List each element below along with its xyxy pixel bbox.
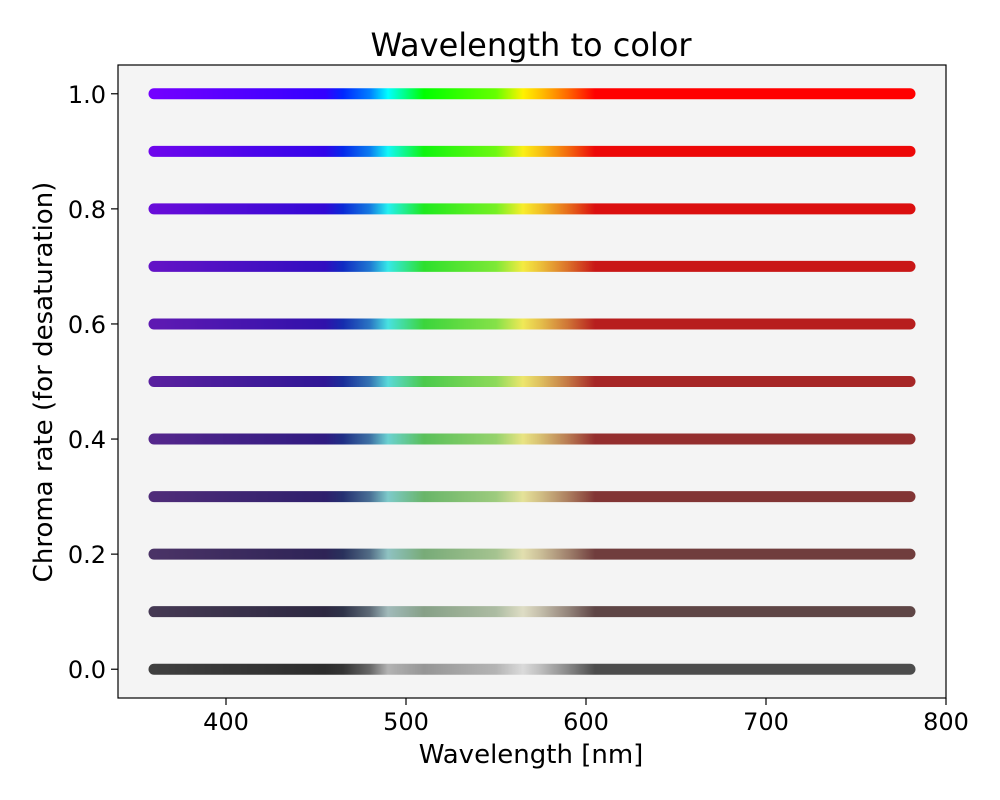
color-bands xyxy=(148,88,916,675)
x-tick-label-1: 500 xyxy=(383,708,429,736)
axes-frame xyxy=(117,64,947,699)
x-tick-label-4: 800 xyxy=(923,708,969,736)
y-tick-label-0: 0.0 xyxy=(68,656,106,684)
y-tick-label-1: 0.2 xyxy=(68,541,106,569)
x-axis-label: Wavelength [nm] xyxy=(419,740,644,770)
y-tick-label-2: 0.4 xyxy=(68,426,106,454)
y-tick-label-4: 0.8 xyxy=(68,196,106,224)
x-tick-label-0: 400 xyxy=(203,708,249,736)
y-axis-label: Chroma rate (for desaturation) xyxy=(29,182,59,583)
x-tick-label-2: 600 xyxy=(563,708,609,736)
plot-border xyxy=(117,64,947,699)
x-tick-label-3: 700 xyxy=(743,708,789,736)
x-axis-ticks: 400 500 600 700 800 xyxy=(203,698,969,736)
y-tick-label-3: 0.6 xyxy=(68,311,106,339)
chart-title: Wavelength to color xyxy=(370,26,692,64)
y-axis-ticks: 0.0 0.2 0.4 0.6 0.8 1.0 xyxy=(68,81,118,684)
y-tick-label-5: 1.0 xyxy=(68,81,106,109)
